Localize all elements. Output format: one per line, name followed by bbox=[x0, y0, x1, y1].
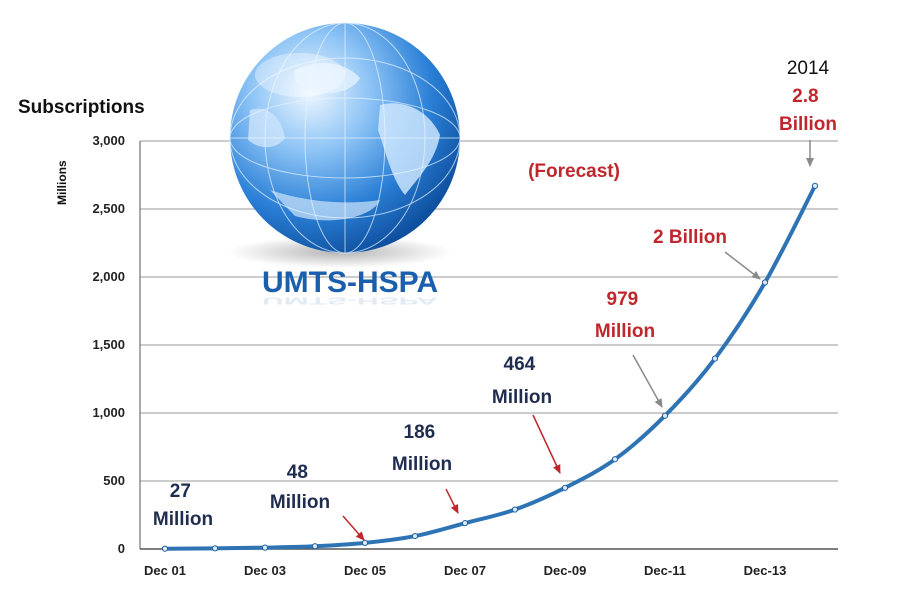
x-tick-labels: Dec 01 Dec 03 Dec 05 Dec 07 Dec-09 Dec-11 Dec-… bbox=[144, 563, 786, 578]
y-tick-label: 2,500 bbox=[92, 201, 125, 216]
umts-hspa-logo: UMTS-HSPA UMTS-HSPA bbox=[228, 22, 461, 307]
annotation-48-million: 48 Million bbox=[270, 462, 330, 513]
annotation-arrow-979 bbox=[632, 354, 663, 408]
y-tick-label: 2,000 bbox=[92, 269, 125, 284]
annotation-464-million: 464 Million bbox=[492, 354, 552, 408]
x-tick-label: Dec 03 bbox=[244, 563, 286, 578]
x-tick-label: Dec-09 bbox=[544, 563, 587, 578]
annotation-arrow-48 bbox=[342, 515, 365, 541]
y-tick-label: 500 bbox=[103, 473, 125, 488]
data-point bbox=[461, 520, 469, 527]
data-point bbox=[261, 544, 269, 551]
series-group bbox=[161, 182, 819, 552]
annotation-27-million: 27 Million bbox=[153, 481, 213, 530]
y-tick-label: 3,000 bbox=[92, 133, 125, 148]
data-point bbox=[361, 539, 369, 546]
data-point bbox=[311, 543, 319, 550]
annotation-arrow-464 bbox=[532, 414, 561, 474]
series-line bbox=[164, 184, 817, 551]
x-tick-label: Dec 07 bbox=[444, 563, 486, 578]
annotation-arrow-2-billion bbox=[724, 251, 761, 280]
logo-text-reflection: UMTS-HSPA bbox=[262, 295, 438, 307]
y-tick-label: 0 bbox=[118, 541, 125, 556]
y-tick-labels: 0 500 1,000 1,500 2,000 2,500 3,000 bbox=[92, 133, 125, 556]
annotation-2014: 2014 bbox=[787, 58, 830, 79]
data-point bbox=[811, 182, 819, 189]
annotation-979-million: 979 Million bbox=[595, 289, 655, 342]
y-tick-label: 1,500 bbox=[92, 337, 125, 352]
x-tick-label: Dec 05 bbox=[344, 563, 386, 578]
data-point bbox=[761, 279, 769, 286]
data-point bbox=[561, 484, 569, 491]
data-point bbox=[611, 456, 619, 463]
data-point bbox=[211, 545, 219, 552]
x-tick-label: Dec-11 bbox=[644, 563, 686, 578]
data-point bbox=[661, 412, 669, 419]
annotation-186-million: 186 Million bbox=[392, 422, 452, 475]
logo-text: UMTS-HSPA bbox=[262, 266, 438, 299]
data-point bbox=[511, 506, 519, 513]
globe-icon bbox=[229, 22, 461, 254]
data-point bbox=[411, 532, 419, 540]
chart-title: Subscriptions bbox=[18, 97, 145, 118]
data-point bbox=[161, 545, 169, 552]
annotation-2-billion: 2 Billion bbox=[653, 227, 727, 248]
annotation-forecast: (Forecast) bbox=[528, 161, 620, 182]
annotation-arrow-186 bbox=[445, 488, 459, 514]
x-tick-label: Dec-13 bbox=[744, 563, 787, 578]
y-tick-label: 1,000 bbox=[92, 405, 125, 420]
x-tick-label: Dec 01 bbox=[144, 563, 186, 578]
annotations: 27 Million 48 Million 186 Million 464 Mi… bbox=[153, 58, 837, 541]
annotation-2-8-billion: 2.8 Billion bbox=[779, 86, 837, 135]
y-axis-label: Millions bbox=[55, 160, 69, 205]
data-point bbox=[711, 355, 719, 362]
